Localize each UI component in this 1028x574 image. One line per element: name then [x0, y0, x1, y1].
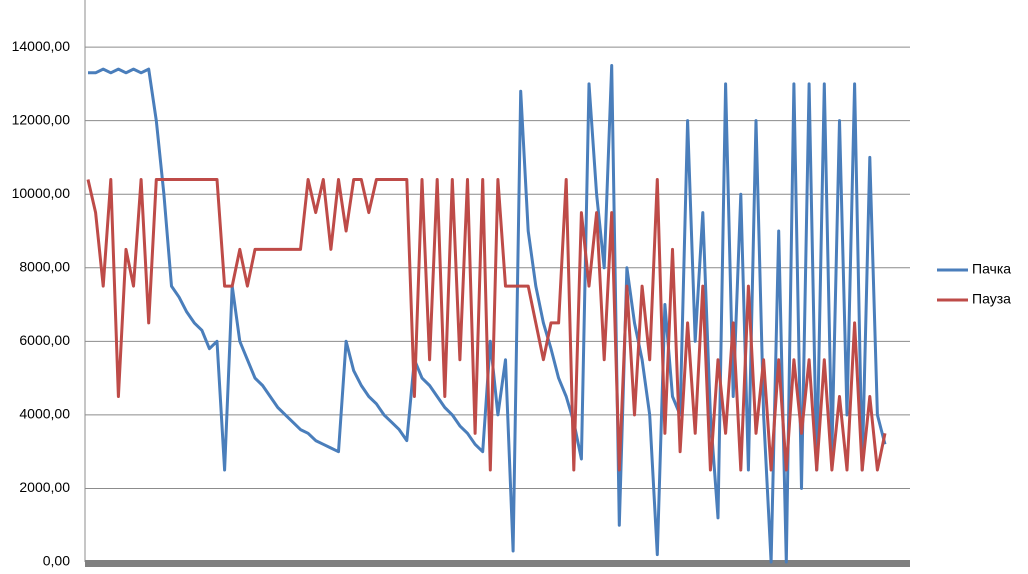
x-axis	[85, 560, 910, 567]
series-line	[86, 178, 887, 472]
y-tick-label: 14000,00	[12, 38, 71, 54]
y-tick-label: 4000,00	[19, 406, 70, 422]
y-tick-label: 10000,00	[12, 185, 71, 201]
y-tick-label: 12000,00	[12, 111, 71, 127]
y-tick-label: 0,00	[43, 553, 70, 569]
y-tick-label: 2000,00	[19, 479, 70, 495]
series-line	[88, 64, 887, 564]
legend-label: Пауза	[972, 291, 1011, 307]
legend-label: Пачка	[972, 261, 1011, 277]
y-tick-label: 8000,00	[19, 258, 70, 274]
y-tick-label: 6000,00	[19, 332, 70, 348]
